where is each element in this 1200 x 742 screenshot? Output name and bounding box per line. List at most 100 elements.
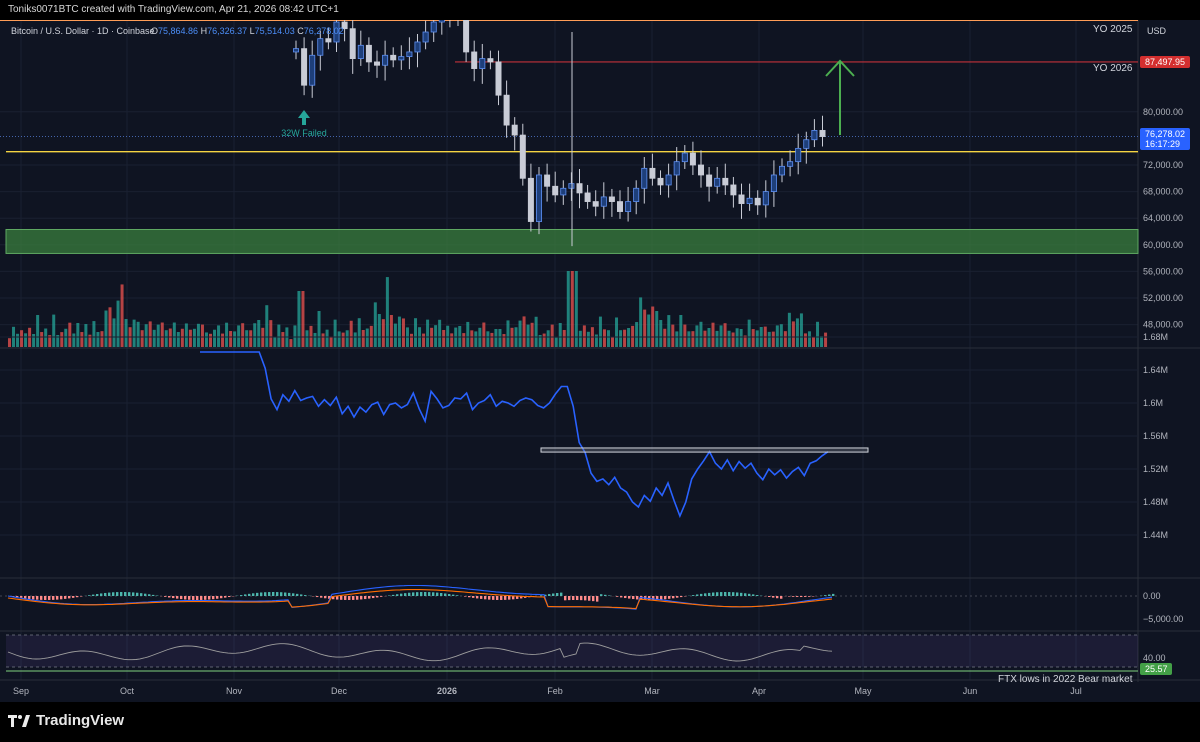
macd-histogram-bar <box>744 593 747 596</box>
macd-histogram-bar <box>204 596 207 600</box>
volume-bar <box>639 297 643 347</box>
price-tick-label: 52,000.00 <box>1143 293 1183 303</box>
volume-bar <box>253 323 257 347</box>
volume-bar <box>100 331 104 347</box>
macd-histogram-bar <box>108 592 111 596</box>
volume-bar <box>502 334 506 347</box>
volume-bar <box>735 328 739 347</box>
bear-candle <box>608 196 615 202</box>
bear-candle <box>689 152 696 166</box>
macd-histogram-bar <box>656 596 659 600</box>
volume-bar <box>731 332 735 347</box>
chart-canvas[interactable]: 80,000.00 72,000.00 68,000.00 64,000.00 60,0… <box>0 20 1200 702</box>
macd-histogram-bar <box>200 596 203 600</box>
volume-bar <box>522 316 526 347</box>
volume-bar <box>76 323 80 347</box>
failed-up-arrow-icon <box>298 110 310 125</box>
time-tick-label: Mar <box>644 686 660 696</box>
currency-label[interactable]: USD <box>1147 26 1167 36</box>
volume-bar <box>313 332 317 347</box>
bull-candle <box>600 196 607 207</box>
volume-bar <box>389 315 393 347</box>
volume-bar <box>297 291 301 347</box>
volume-bar <box>192 328 196 347</box>
bull-candle <box>357 44 364 59</box>
volume-bar <box>816 321 820 347</box>
volume-bar <box>474 331 478 347</box>
bull-candle <box>382 54 389 66</box>
high-value: 76,326.37 <box>207 26 247 36</box>
volume-bar <box>410 333 413 347</box>
macd-histogram-bar <box>616 596 619 597</box>
macd-histogram-bar <box>100 593 103 596</box>
macd-histogram-bar <box>400 593 403 596</box>
macd-histogram-bar <box>36 596 39 600</box>
macd-histogram-bar <box>216 596 219 599</box>
bear-candle <box>698 164 705 176</box>
volume-bar <box>659 320 663 347</box>
volume-bar <box>16 333 20 347</box>
volume-bar <box>542 333 546 347</box>
volume-bar <box>233 331 237 347</box>
volume-bar <box>281 332 285 347</box>
macd-histogram-bar <box>260 592 263 596</box>
macd-histogram-bar <box>564 596 567 601</box>
time-axis[interactable]: Sep Oct Nov Dec 2026 Feb Mar Apr May Jun Jul <box>13 686 1082 696</box>
volume-bar <box>333 319 337 347</box>
time-tick-label: Nov <box>226 686 243 696</box>
volume-bar <box>52 314 56 347</box>
volume-bar <box>655 311 659 347</box>
volume-bar <box>667 315 671 347</box>
macd-histogram-bar <box>64 596 67 599</box>
macd-histogram-bar <box>32 596 35 600</box>
volume-bar <box>791 321 795 347</box>
volume-bar <box>32 334 36 347</box>
volume-bar <box>582 325 586 347</box>
bull-candle <box>317 38 324 56</box>
volume-bar <box>88 334 92 347</box>
macd-histogram-bar <box>224 596 227 598</box>
volume-bar <box>144 324 148 347</box>
macd-histogram-bar <box>328 596 331 599</box>
volume-bar <box>273 336 277 347</box>
macd-histogram-bar <box>492 596 495 600</box>
volume-bar <box>305 330 309 347</box>
volume-bar <box>265 305 269 347</box>
macd-histogram-bar <box>148 594 151 596</box>
bear-candle <box>349 28 356 59</box>
volume-bar <box>48 335 52 347</box>
volume-bar <box>8 338 11 347</box>
volume-bar <box>775 325 779 347</box>
macd-histogram-bar <box>508 596 511 600</box>
bear-candle <box>495 61 502 96</box>
low-label: L <box>250 26 255 36</box>
volume-bar <box>767 331 771 347</box>
price-axis[interactable]: 80,000.00 72,000.00 68,000.00 64,000.00 60,0… <box>1140 55 1190 675</box>
macd-histogram-bar <box>628 596 631 599</box>
bear-candle <box>819 130 826 137</box>
volume-bar <box>462 333 466 347</box>
macd-histogram-bar <box>124 592 127 596</box>
macd-histogram-bar <box>432 592 435 596</box>
macd-histogram-bar <box>296 593 299 596</box>
volume-bar <box>422 333 426 347</box>
volume-bar <box>184 323 188 347</box>
volume-bar <box>486 331 490 347</box>
volume-bar <box>747 319 751 347</box>
publication-caption: Toniks0071BTC created with TradingView.c… <box>8 4 339 15</box>
macd-histogram-bar <box>556 593 559 596</box>
macd-histogram-bar <box>228 596 231 598</box>
macd-histogram-bar <box>768 596 771 597</box>
volume-bar <box>558 323 562 347</box>
volume-bar <box>365 328 369 347</box>
tradingview-brand[interactable]: TradingView <box>8 712 124 729</box>
rsi-line <box>7 642 833 662</box>
volume-bar <box>112 318 116 347</box>
ohlc-readout: O75,864.86 H76,326.37 L75,514.03 C76,278… <box>151 26 344 36</box>
macd-histogram-bar <box>132 592 135 596</box>
macd-histogram-bar <box>60 596 63 600</box>
volume-bar <box>546 330 550 347</box>
volume-bar <box>164 330 168 347</box>
macd-histogram-bar <box>44 596 47 600</box>
vertical-grid <box>20 20 1077 680</box>
